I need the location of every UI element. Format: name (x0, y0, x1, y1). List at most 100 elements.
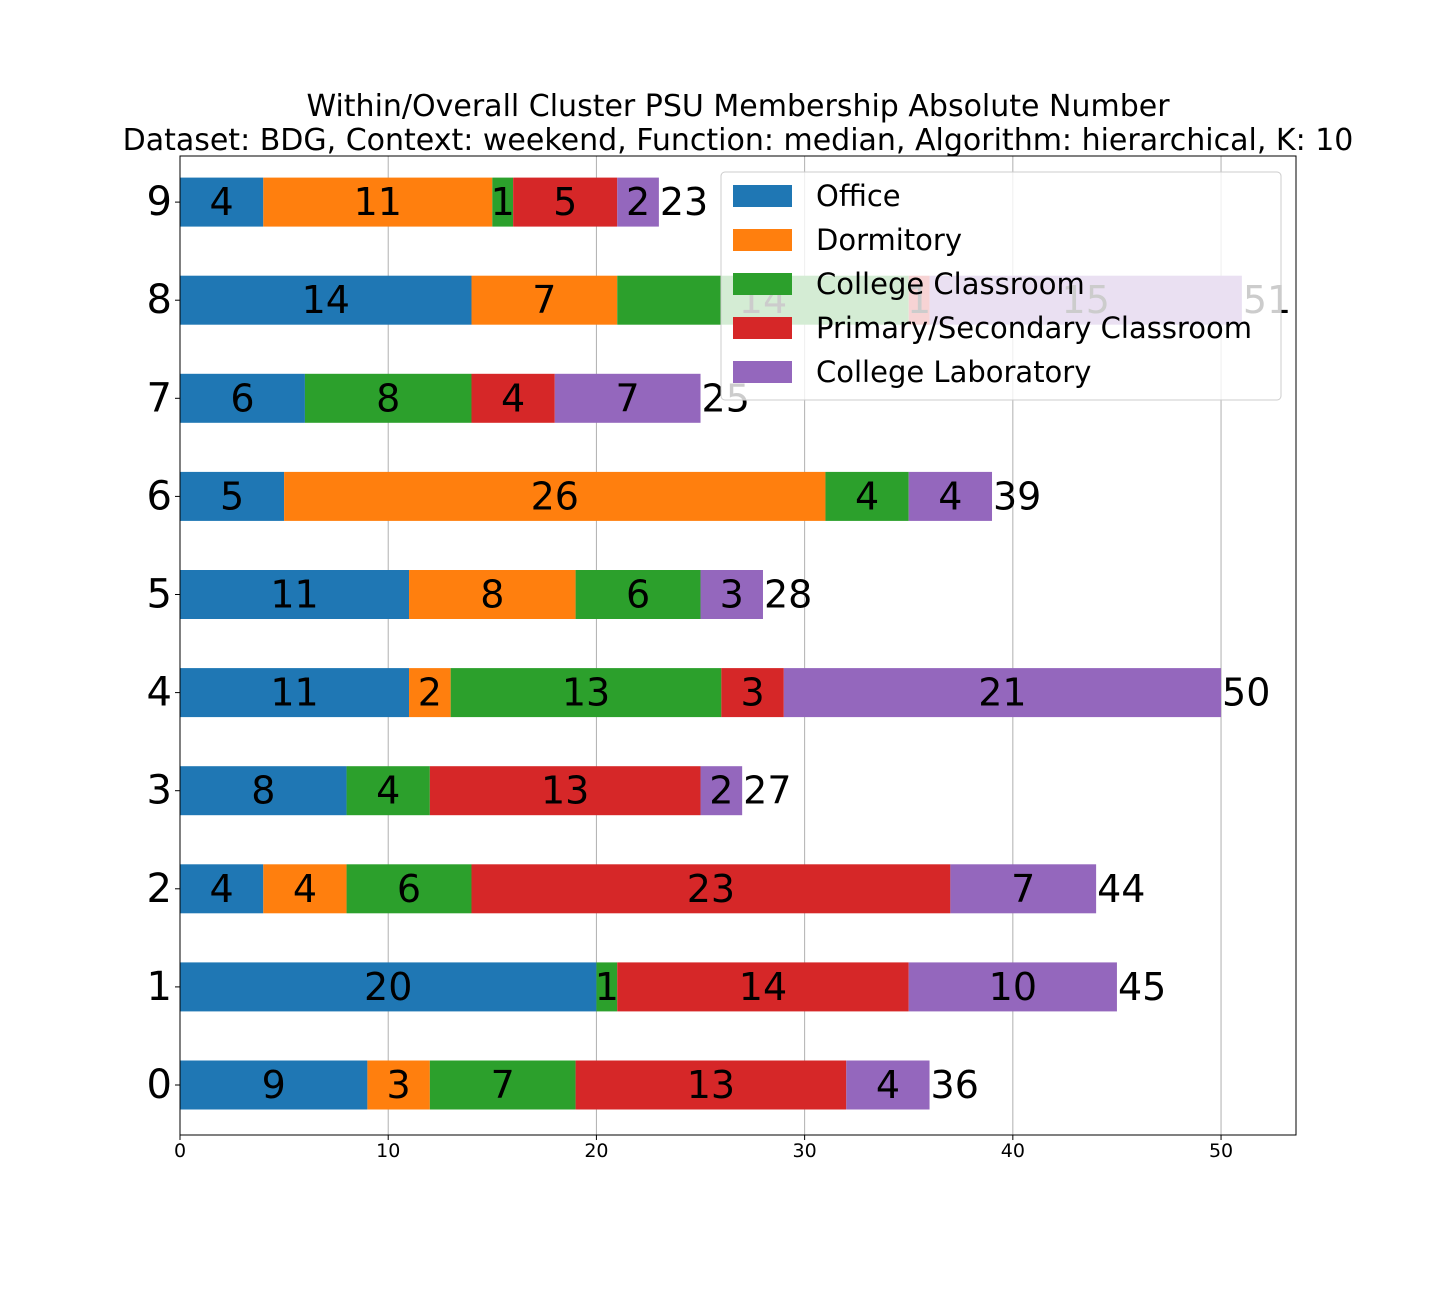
segment-value-label: 9 (262, 1063, 286, 1107)
bar-total-label: 45 (1118, 965, 1166, 1009)
segment-value-label: 13 (687, 1063, 735, 1107)
segment-value-label: 4 (938, 474, 962, 518)
segment-value-label: 3 (740, 671, 764, 715)
segment-value-label: 3 (720, 573, 744, 617)
bar-segment (263, 177, 493, 227)
segment-value-label: 11 (270, 573, 318, 617)
x-tick-label: 0 (174, 1140, 186, 1162)
bar-segment (908, 471, 993, 521)
bar-segment (554, 373, 701, 423)
y-tick-label: 6 (147, 473, 172, 519)
segment-value-label: 1 (491, 180, 515, 224)
segment-value-label: 3 (387, 1063, 411, 1107)
bar-segment (471, 864, 951, 914)
legend-label: Dormitory (816, 223, 962, 257)
bar-segment (513, 177, 618, 227)
bar-segment (429, 1060, 576, 1110)
bar-segment (908, 962, 1117, 1012)
y-tick-label: 8 (147, 277, 172, 323)
segment-value-label: 26 (531, 474, 579, 518)
bar-segment (846, 1060, 930, 1110)
y-axis-ticks: 0 1 2 3 4 5 6 7 8 9 (147, 179, 180, 1108)
legend-box (720, 171, 1282, 401)
segment-value-label: 8 (376, 376, 400, 420)
x-tick-label: 10 (376, 1140, 400, 1162)
bar-segment (180, 766, 347, 816)
segment-value-label: 10 (989, 965, 1037, 1009)
x-tick-label: 40 (1001, 1140, 1025, 1162)
segment-value-label: 23 (687, 867, 735, 911)
y-tick-label: 3 (147, 768, 172, 814)
segment-value-label: 2 (418, 671, 442, 715)
segment-value-label: 7 (491, 1063, 515, 1107)
y-tick-label: 2 (147, 866, 172, 912)
bar-segment (700, 766, 743, 816)
x-tick-label: 20 (584, 1140, 608, 1162)
bar-segment (409, 570, 576, 619)
bar-segment (450, 668, 722, 718)
bar-segment (180, 275, 472, 325)
segment-value-label: 13 (541, 769, 589, 813)
segment-value-label: 11 (354, 180, 402, 224)
y-tick-label: 0 (147, 1062, 172, 1108)
segment-value-label: 11 (270, 671, 318, 715)
y-tick-label: 4 (147, 670, 172, 716)
bar-segment (617, 962, 909, 1012)
y-tick-label: 7 (147, 375, 172, 421)
plot-frame (179, 155, 1297, 1136)
bar-segment (367, 1060, 430, 1110)
bar-segment (180, 864, 264, 914)
segment-value-label: 8 (480, 573, 504, 617)
bar-segment (783, 668, 1222, 718)
segment-value-label: 13 (562, 671, 610, 715)
bar-segment (409, 668, 451, 718)
legend-swatch (733, 317, 792, 339)
bar-segment (180, 471, 285, 521)
segment-value-label: 4 (376, 769, 400, 813)
legend-swatch (733, 361, 792, 383)
chart-subtitle: Dataset: BDG, Context: weekend, Function… (123, 123, 1354, 158)
legend-label: Office (816, 179, 901, 213)
legend-swatch (733, 185, 792, 207)
bar-segment (180, 962, 597, 1012)
bar-segment (180, 177, 264, 227)
bar-total-label: 39 (993, 474, 1041, 518)
segment-value-label: 7 (532, 278, 556, 322)
x-tick-label: 30 (793, 1140, 817, 1162)
legend-label: Primary/Secondary Classroom (816, 311, 1252, 345)
segment-value-label: 7 (616, 376, 640, 420)
bar-segment (304, 373, 472, 423)
bar-total-label: 28 (764, 573, 812, 617)
segment-value-label: 4 (210, 180, 234, 224)
y-tick-label: 1 (147, 964, 172, 1010)
bar-segment (284, 471, 826, 521)
segment-value-label: 7 (1011, 867, 1035, 911)
legend-swatch (733, 273, 792, 295)
bar-total-label: 27 (743, 769, 791, 813)
bar-segment (429, 766, 701, 816)
bar-segment (825, 471, 909, 521)
bar-segment (575, 1060, 847, 1110)
bar-total-label: 44 (1097, 867, 1145, 911)
segment-value-label: 6 (230, 376, 254, 420)
segment-value-label: 2 (626, 180, 650, 224)
chart-title: Within/Overall Cluster PSU Membership Ab… (306, 89, 1170, 124)
segment-value-label: 21 (978, 671, 1026, 715)
segment-value-label: 4 (293, 867, 317, 911)
bar-segment (471, 275, 618, 325)
legend-swatch (733, 229, 792, 251)
segment-value-label: 2 (709, 769, 733, 813)
segment-value-label: 14 (302, 278, 350, 322)
bar-total-label: 36 (931, 1063, 979, 1107)
legend-label: College Classroom (816, 267, 1085, 301)
bar-segment (346, 766, 430, 816)
segment-value-label: 4 (855, 474, 879, 518)
bar-segment (346, 864, 472, 914)
bar-segment (950, 864, 1097, 914)
bar-segment (180, 668, 410, 718)
segment-value-label: 4 (876, 1063, 900, 1107)
x-tick-label: 50 (1209, 1140, 1233, 1162)
segment-value-label: 5 (553, 180, 577, 224)
bar-total-label: 23 (660, 180, 708, 224)
y-tick-label: 9 (147, 179, 172, 225)
